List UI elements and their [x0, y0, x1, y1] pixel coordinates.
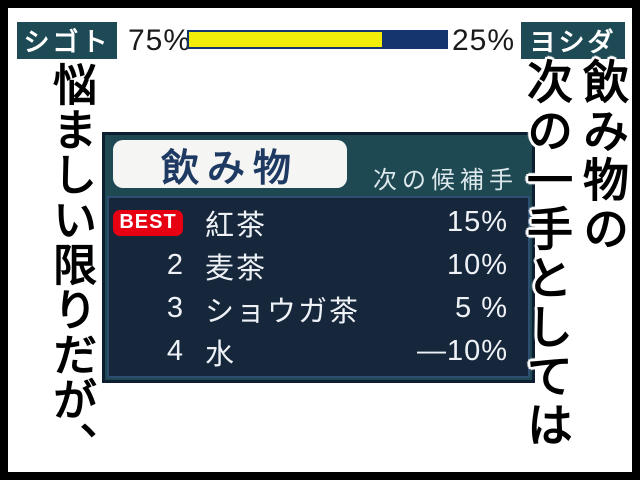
- candidate-moves-panel: 飲み物 次の候補手 BEST 紅茶 15% 2 麦茶 10% 3: [102, 132, 535, 383]
- rank-cell: 4: [109, 335, 183, 368]
- candidate-name: 麦茶: [205, 252, 268, 285]
- candidate-list: BEST 紅茶 15% 2 麦茶 10% 3 ショウガ茶 5 %: [107, 196, 530, 378]
- panel-title: 飲み物: [160, 147, 299, 190]
- candidate-name: 紅茶: [205, 209, 268, 242]
- rank-number: 2: [166, 249, 183, 281]
- player-badge-right: ヨシダ: [521, 22, 625, 59]
- candidate-row: 2 麦茶 10%: [109, 245, 528, 287]
- best-badge: BEST: [113, 209, 183, 236]
- evaluation-bar-fill: [189, 32, 382, 47]
- candidate-value: 5 %: [455, 292, 508, 324]
- rank-number: 4: [166, 335, 183, 367]
- player-name-left: シゴト: [23, 27, 111, 57]
- left-vertical-caption: 悩ましい限りだが、: [46, 62, 95, 467]
- rank-cell: 2: [109, 249, 183, 282]
- candidate-value: —10%: [416, 335, 508, 367]
- rank-cell: 3: [109, 292, 183, 325]
- panel-title-pill: 飲み物: [113, 140, 347, 190]
- rank-cell: BEST: [109, 209, 183, 236]
- right-percent-label: 25%: [452, 24, 516, 57]
- right-vertical-caption: 飲み物の 次の一手としては: [518, 58, 630, 450]
- player-badge-left: シゴト: [17, 22, 117, 59]
- player-name-right: ヨシダ: [529, 27, 617, 57]
- panel-subtitle: 次の候補手: [373, 167, 518, 194]
- candidate-row: BEST 紅茶 15%: [109, 202, 528, 244]
- candidate-value: 15%: [446, 206, 508, 238]
- right-caption-line2: 次の一手としては: [521, 58, 572, 450]
- right-caption-line1: 飲み物の: [577, 58, 628, 254]
- rank-number: 3: [166, 292, 183, 324]
- candidate-name: ショウガ茶: [205, 295, 361, 328]
- evaluation-bar: [187, 30, 448, 49]
- candidate-name: 水: [205, 338, 237, 371]
- candidate-value: 10%: [446, 249, 508, 281]
- left-percent-label: 75%: [128, 24, 192, 57]
- candidate-row: 4 水 —10%: [109, 331, 528, 373]
- candidate-row: 3 ショウガ茶 5 %: [109, 288, 528, 330]
